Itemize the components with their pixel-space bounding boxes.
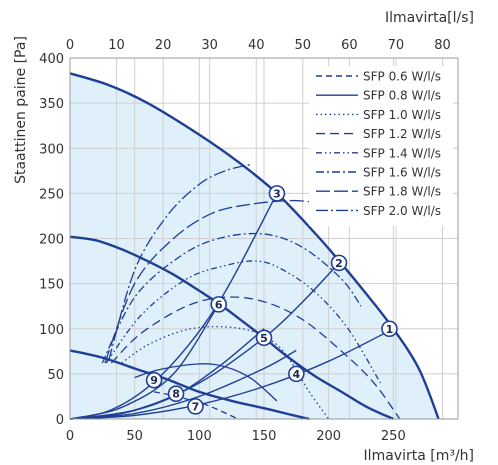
operating-point-marker bbox=[210, 296, 228, 313]
x-tick-label: 0 bbox=[66, 429, 74, 444]
x-tick-label: 50 bbox=[126, 429, 143, 444]
operating-point-marker bbox=[330, 254, 348, 272]
legend-label: SFP 1.6 W/l/s bbox=[363, 166, 441, 180]
duct-curves bbox=[69, 193, 394, 420]
operating-point-marker bbox=[268, 185, 286, 202]
sfp-curve-0.8 bbox=[134, 363, 278, 402]
x-tick-label: 250 bbox=[381, 429, 406, 444]
operating-point-marker bbox=[145, 371, 163, 389]
legend-label: SFP 0.6 W/l/s bbox=[363, 70, 441, 84]
operating-point-label: 7 bbox=[192, 400, 200, 413]
sfp-curve-2.0 bbox=[108, 163, 252, 361]
x2-tick-label: 60 bbox=[341, 38, 358, 53]
y-tick-label: 150 bbox=[39, 278, 64, 293]
duct-curve bbox=[69, 328, 394, 420]
x2-tick-label: 20 bbox=[155, 38, 172, 53]
operating-point-label: 5 bbox=[260, 332, 268, 345]
x2-tick-label: 50 bbox=[295, 38, 312, 53]
fan-curve-mid bbox=[69, 235, 394, 421]
legend: SFP 0.6 W/l/s SFP 0.8 W/l/s SFP 1.0 W/l/s S… bbox=[309, 66, 453, 226]
legend-label: SFP 1.0 W/l/s bbox=[363, 108, 441, 122]
y-tick-label: 400 bbox=[39, 52, 64, 67]
operating-point-marker bbox=[167, 385, 185, 403]
sfp-curve-1.2 bbox=[110, 296, 401, 420]
x2-tick-label: 70 bbox=[388, 38, 405, 53]
operating-point-label: 1 bbox=[386, 323, 394, 336]
legend-label: SFP 0.8 W/l/s bbox=[363, 89, 441, 103]
operating-point-label: 6 bbox=[215, 298, 223, 311]
operating-points: 1 2 3 4 5 6 78 9 bbox=[145, 185, 398, 415]
x2-tick-label: 80 bbox=[434, 38, 451, 53]
operating-point-label: 3 bbox=[273, 187, 281, 200]
x-tick-label: 100 bbox=[187, 429, 212, 444]
x-tick-label: 200 bbox=[316, 429, 341, 444]
legend-label: SFP 1.8 W/l/s bbox=[363, 185, 441, 199]
sfp-curves bbox=[101, 163, 401, 420]
x2-tick-label: 30 bbox=[201, 38, 218, 53]
fan-curve-low bbox=[69, 349, 310, 421]
operating-area bbox=[70, 73, 439, 420]
plot-frame bbox=[69, 57, 459, 420]
x-axis-title: Ilmavirta [m³/h] bbox=[364, 448, 474, 464]
operating-point-marker bbox=[187, 398, 204, 415]
legend-box bbox=[309, 66, 453, 226]
y-tick-label: 200 bbox=[39, 233, 64, 248]
x2-tick-label: 10 bbox=[108, 38, 125, 53]
sfp-curve-1.8 bbox=[104, 199, 316, 364]
operating-point-marker bbox=[255, 329, 273, 347]
operating-point-label: 4 bbox=[293, 368, 301, 381]
x2-tick-label: 40 bbox=[248, 38, 265, 53]
x2-axis-title: Ilmavirta[l/s] bbox=[385, 10, 474, 26]
legend-label: SFP 1.2 W/l/s bbox=[363, 127, 441, 141]
sfp-curve-1.6 bbox=[101, 232, 362, 364]
operating-point-marker bbox=[381, 320, 398, 338]
operating-area-fill bbox=[70, 73, 439, 420]
y-axis-title: Staattinen paine [Pa] bbox=[13, 36, 29, 184]
sfp-curve-1.0 bbox=[121, 325, 330, 420]
x-tick-label: 150 bbox=[252, 429, 277, 444]
duct-curve bbox=[69, 349, 297, 420]
operating-point-marker bbox=[288, 365, 305, 383]
y-tick-label: 0 bbox=[56, 413, 64, 428]
legend-label: SFP 2.0 W/l/s bbox=[363, 204, 441, 218]
y-tick-label: 350 bbox=[39, 97, 64, 112]
sfp-curve-1.4 bbox=[105, 260, 381, 384]
operating-point-label: 2 bbox=[335, 257, 343, 270]
duct-curve bbox=[69, 304, 220, 420]
y-tick-label: 100 bbox=[39, 323, 64, 338]
operating-point-label: 8 bbox=[172, 388, 180, 401]
y-tick-label: 50 bbox=[47, 368, 64, 383]
x2-tick-label: 0 bbox=[66, 38, 74, 53]
y-tick-label: 300 bbox=[39, 142, 64, 157]
y-tick-label: 250 bbox=[39, 187, 64, 202]
operating-point-label: 9 bbox=[150, 374, 158, 387]
legend-label: SFP 1.4 W/l/s bbox=[363, 146, 441, 160]
